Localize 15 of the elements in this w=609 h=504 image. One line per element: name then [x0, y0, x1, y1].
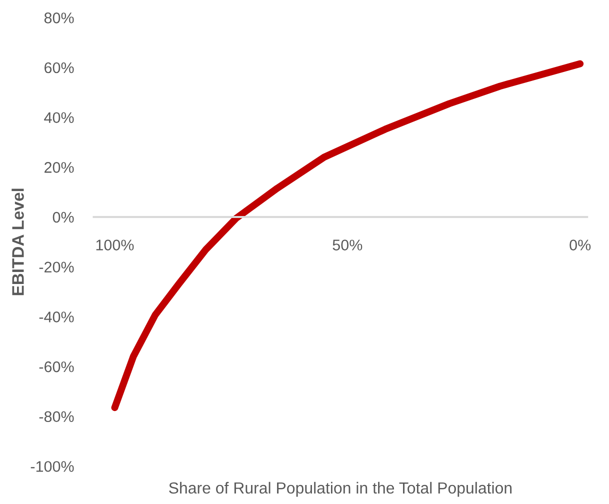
- y-tick-label: -80%: [39, 411, 74, 422]
- y-tick-label: 60%: [44, 62, 74, 74]
- x-axis-title: Share of Rural Population in the Total Population: [169, 482, 512, 497]
- y-tick-label: 20%: [44, 162, 74, 173]
- y-tick-label: -20%: [39, 262, 74, 273]
- y-tick-label: -40%: [39, 312, 74, 322]
- x-tick-label: 0%: [570, 240, 591, 250]
- y-tick-label: -60%: [39, 361, 74, 372]
- y-tick-label: 40%: [44, 112, 74, 124]
- y-tick-label: 0%: [52, 212, 74, 223]
- y-tick-label: 80%: [44, 12, 74, 24]
- x-tick-label: 100%: [96, 240, 134, 250]
- y-tick-label: -100%: [30, 461, 74, 472]
- y-axis-title: EBITDA Level: [12, 188, 24, 296]
- x-tick-label: 50%: [332, 240, 362, 250]
